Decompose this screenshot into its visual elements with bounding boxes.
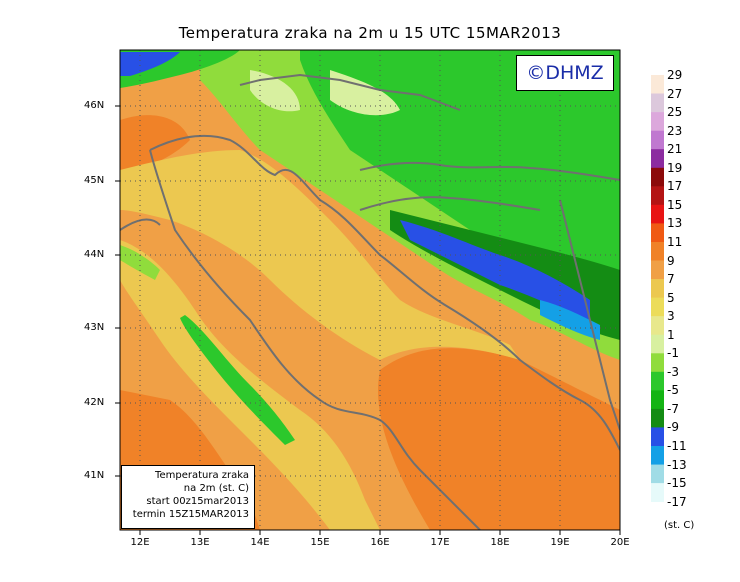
temperature-field <box>120 50 620 530</box>
legend-label: -11 <box>667 439 687 453</box>
legend-swatch <box>651 93 664 113</box>
legend-label: -15 <box>667 476 687 491</box>
legend-label: 29 <box>667 68 683 82</box>
croatia-border <box>359 161 620 181</box>
legend-swatch <box>651 334 664 354</box>
lat-label-43: 43N <box>84 322 105 333</box>
italy-coast <box>149 149 481 530</box>
field-warm-nw <box>120 115 190 175</box>
dhmz-credit: ©DHMZ <box>516 55 614 91</box>
legend-label: 17 <box>667 179 683 194</box>
legend-label: -5 <box>667 383 679 398</box>
legend-swatch <box>651 223 664 243</box>
legend-swatch <box>651 112 664 131</box>
grid <box>120 50 620 530</box>
legend-swatch <box>651 408 664 428</box>
legend-swatch <box>651 167 664 187</box>
legend-color-bar <box>651 75 664 502</box>
info-box: Temperatura zraka na 2m (st. C) start 00… <box>121 465 255 529</box>
lon-label-20: 20E <box>610 537 630 548</box>
legend-label: 9 <box>667 253 675 268</box>
legend-label: 21 <box>667 142 683 157</box>
lon-label-18: 18E <box>490 537 510 548</box>
legend-label: 25 <box>667 105 683 120</box>
legend-swatch <box>651 279 664 298</box>
legend-label: -1 <box>667 346 679 361</box>
legend-label: 5 <box>667 290 675 305</box>
legend-swatch <box>651 483 664 502</box>
map-title: Temperatura zraka na 2m u 15 UTC 15MAR20… <box>178 24 562 42</box>
lat-label-45: 45N <box>84 175 105 186</box>
legend-label: 19 <box>667 160 683 175</box>
legend-label: 27 <box>667 86 683 101</box>
serbia-border <box>559 199 620 431</box>
istria-outline <box>120 218 161 231</box>
legend-swatch <box>651 316 664 335</box>
legend-label: 13 <box>667 216 683 231</box>
legend-swatch <box>651 427 664 447</box>
legend-swatch <box>651 204 664 224</box>
lon-label-15: 15E <box>310 537 330 548</box>
legend-label: -7 <box>667 401 679 416</box>
lat-label-41: 41N <box>84 470 105 481</box>
legend-swatch <box>651 242 664 261</box>
legend-swatch <box>651 353 664 373</box>
legend-swatch <box>651 464 664 484</box>
legend-swatch <box>651 297 664 317</box>
lon-label-19: 19E <box>550 537 570 548</box>
legend-unit: (st. C) <box>664 520 695 531</box>
lon-label-12: 12E <box>130 537 150 548</box>
lon-label-14: 14E <box>250 537 270 548</box>
legend-swatch <box>651 446 664 465</box>
legend-swatch <box>651 390 664 410</box>
legend-label: -13 <box>667 457 687 472</box>
lat-label-46: 46N <box>84 100 105 111</box>
legend-swatch <box>651 260 664 280</box>
field-italy-ridge <box>180 315 295 445</box>
info-line-3: start 00z15mar2013 <box>146 496 249 507</box>
field-alps-blue <box>120 52 180 76</box>
legend-swatch <box>651 186 664 206</box>
lon-label-13: 13E <box>190 537 210 548</box>
legend-label: 1 <box>667 327 675 342</box>
lat-label-42: 42N <box>84 397 105 408</box>
legend-label: -9 <box>667 420 679 435</box>
lat-label-44: 44N <box>84 249 105 260</box>
legend-label: 23 <box>667 123 683 138</box>
legend-label: 15 <box>667 197 683 212</box>
map-frame <box>119 49 621 531</box>
info-line-1: Temperatura zraka <box>155 470 249 481</box>
field-cyan-patch <box>540 300 600 340</box>
lon-label-16: 16E <box>370 537 390 548</box>
field-blue-band <box>400 220 590 320</box>
bih-border <box>359 196 541 211</box>
lon-label-17: 17E <box>430 537 450 548</box>
legend-swatch <box>651 75 664 94</box>
legend-swatch <box>651 149 664 169</box>
info-line-4: termin 15Z15MAR2013 <box>132 509 249 520</box>
info-line-2: na 2m (st. C) <box>183 483 249 494</box>
legend-label: 3 <box>667 309 675 324</box>
legend-label: 7 <box>667 272 675 287</box>
axis-ticks <box>115 105 621 535</box>
legend-label: 11 <box>667 235 683 249</box>
field-warm-se <box>378 348 620 530</box>
legend-swatch <box>651 371 664 391</box>
field-italy-north <box>120 245 160 280</box>
legend-label: -17 <box>667 494 687 509</box>
legend-label: -3 <box>667 364 679 379</box>
legend-swatch <box>651 130 664 150</box>
